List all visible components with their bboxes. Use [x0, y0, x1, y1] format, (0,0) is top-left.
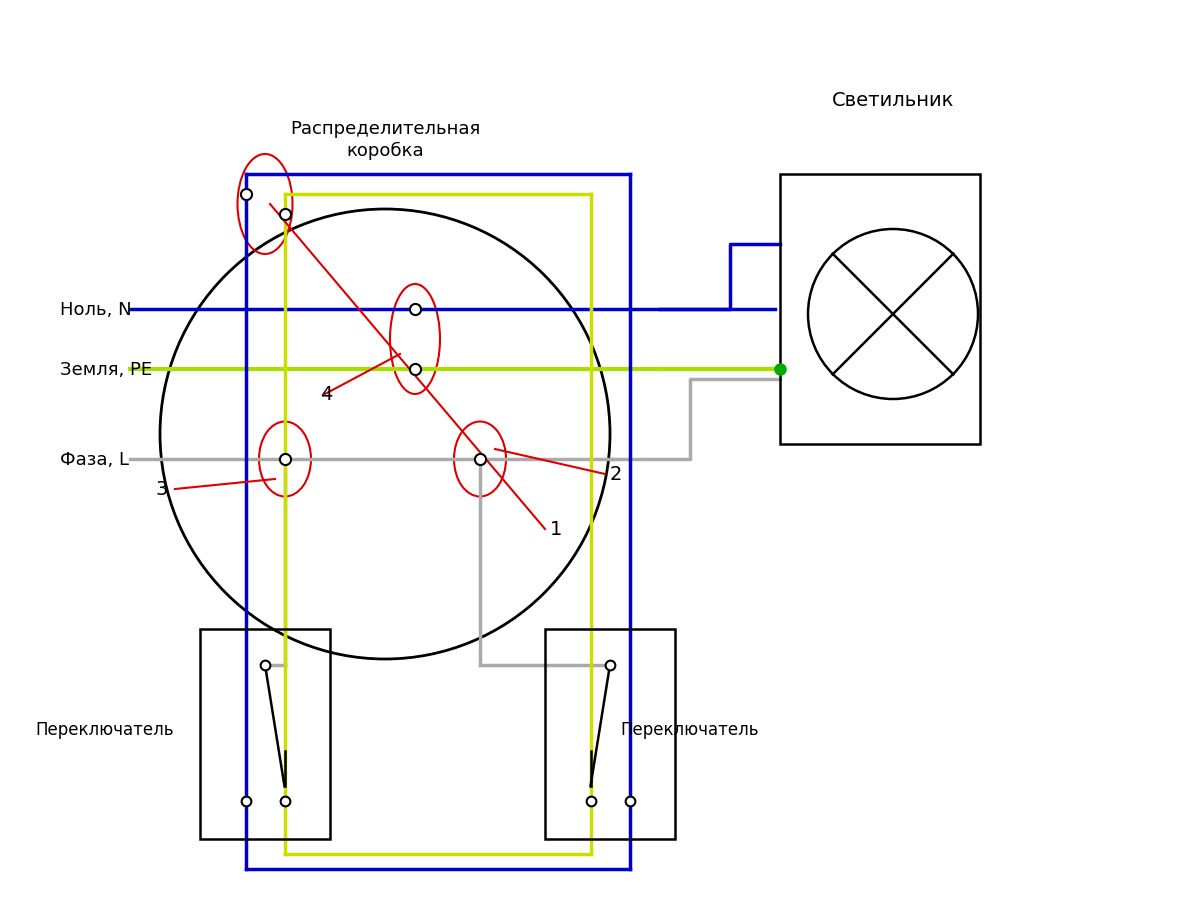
Text: 2: 2: [610, 465, 623, 484]
Text: Земля, PE: Земля, PE: [60, 361, 152, 379]
Text: 4: 4: [320, 385, 332, 404]
Text: 1: 1: [550, 520, 563, 539]
Text: Фаза, L: Фаза, L: [60, 451, 130, 468]
Bar: [545, 630, 674, 839]
Text: Ноль, N: Ноль, N: [60, 301, 132, 319]
Text: Переключатель: Переключатель: [620, 721, 758, 738]
Text: Переключатель: Переключатель: [35, 721, 174, 738]
Text: Распределительная
коробка: Распределительная коробка: [290, 120, 480, 159]
Bar: [200, 630, 330, 839]
Text: Светильник: Светильник: [832, 90, 954, 109]
Bar: [780, 175, 980, 445]
Text: 3: 3: [155, 480, 167, 499]
